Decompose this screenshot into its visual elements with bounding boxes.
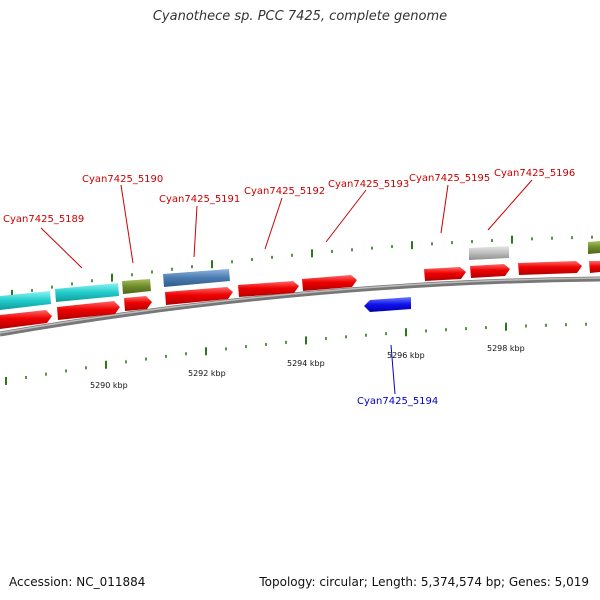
scale-label: 5294 kbp bbox=[287, 359, 325, 368]
gene-label-5195[interactable]: Cyan7425_5195 bbox=[409, 173, 490, 184]
ticks-bottom bbox=[5, 322, 587, 385]
ticks-top bbox=[11, 235, 593, 298]
gene-feature-olive[interactable] bbox=[122, 279, 151, 294]
gene-feature-cyan[interactable] bbox=[0, 291, 51, 310]
genome-backbone-highlight bbox=[0, 277, 600, 334]
genome-backbone bbox=[0, 276, 600, 337]
forward-cds[interactable] bbox=[589, 261, 600, 273]
forward-cds[interactable] bbox=[518, 261, 582, 275]
forward-cds[interactable] bbox=[0, 310, 52, 329]
gene-label-5194[interactable]: Cyan7425_5194 bbox=[357, 396, 438, 407]
map-title: Cyanothece sp. PCC 7425, complete genome bbox=[152, 9, 448, 24]
label-leader-line-5194 bbox=[390, 344, 396, 395]
scale-label: 5296 kbp bbox=[387, 351, 425, 360]
gene-label-5191[interactable]: Cyan7425_5191 bbox=[159, 194, 240, 205]
gene-feature-cyan[interactable] bbox=[55, 283, 119, 302]
forward-cds[interactable] bbox=[424, 267, 466, 281]
label-leader-lines bbox=[40, 179, 533, 269]
forward-cds[interactable] bbox=[124, 296, 152, 311]
forward-cds[interactable] bbox=[57, 301, 120, 320]
gene-label-5192[interactable]: Cyan7425_5192 bbox=[244, 186, 325, 197]
reverse-cds[interactable] bbox=[364, 297, 411, 312]
forward-cds[interactable] bbox=[302, 275, 357, 291]
forward-cds[interactable] bbox=[238, 281, 299, 297]
gene-label-5190[interactable]: Cyan7425_5190 bbox=[82, 174, 163, 185]
accession-text: Accession: NC_011884 bbox=[9, 575, 146, 589]
gene-feature-gray[interactable] bbox=[469, 246, 509, 260]
scale-label: 5298 kbp bbox=[487, 344, 525, 353]
gene-label-5193[interactable]: Cyan7425_5193 bbox=[328, 179, 409, 190]
scale-label: 5290 kbp bbox=[90, 381, 128, 390]
gene-feature-olive[interactable] bbox=[588, 241, 600, 254]
gene-label-5189[interactable]: Cyan7425_5189 bbox=[3, 214, 84, 225]
forward-cds[interactable] bbox=[165, 287, 233, 305]
gene-label-5196[interactable]: Cyan7425_5196 bbox=[494, 168, 575, 179]
forward-cds[interactable] bbox=[470, 264, 510, 278]
scale-label: 5292 kbp bbox=[188, 369, 226, 378]
gene-feature-steelblue[interactable] bbox=[163, 269, 230, 287]
genome-summary: Topology: circular; Length: 5,374,574 bp… bbox=[259, 575, 589, 589]
